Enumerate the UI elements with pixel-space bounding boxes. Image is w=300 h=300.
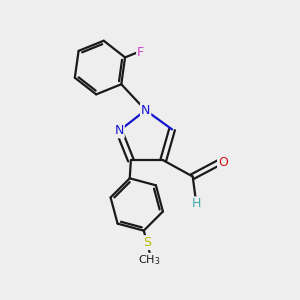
- Text: N: N: [114, 124, 124, 137]
- Text: N: N: [141, 104, 150, 117]
- Text: S: S: [143, 236, 151, 249]
- Text: O: O: [218, 156, 228, 169]
- Text: H: H: [191, 197, 201, 210]
- Text: F: F: [137, 46, 144, 59]
- Text: CH$_3$: CH$_3$: [138, 253, 160, 267]
